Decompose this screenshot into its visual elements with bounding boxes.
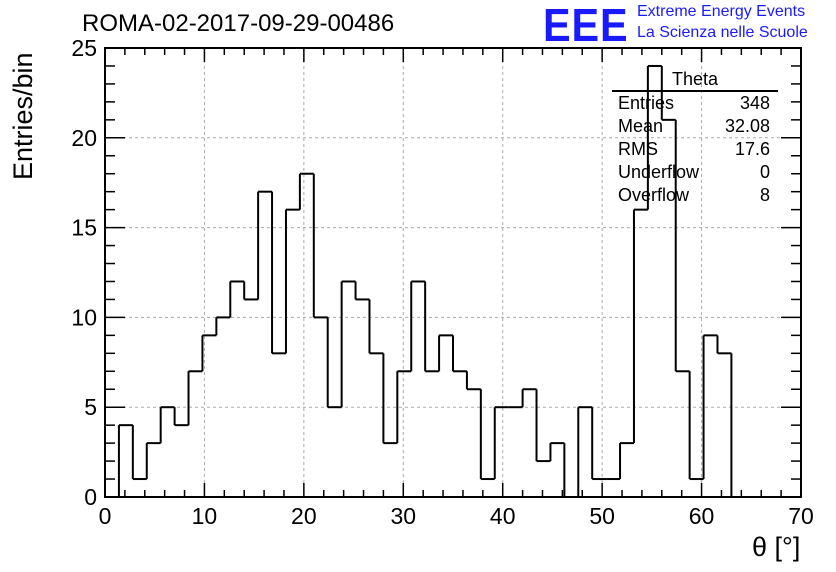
histogram-bin [535, 389, 551, 463]
histogram-bin [730, 353, 746, 498]
y-tick-label: 10 [71, 304, 97, 330]
plot-frame [104, 47, 802, 498]
histogram-bin [521, 388, 537, 408]
y-tick-label: 5 [84, 394, 97, 420]
histogram-bin [229, 280, 245, 318]
stats-row-rms: RMS 17.6 [612, 138, 778, 161]
histogram-bin [479, 389, 495, 481]
x-axis-label: θ [°] [752, 532, 801, 562]
histogram-bin [424, 281, 440, 373]
histogram-bin [632, 208, 648, 444]
stats-value: 0 [759, 162, 770, 182]
histogram-bin [660, 65, 676, 121]
x-tick-label: 30 [390, 503, 416, 529]
histogram-bin [396, 370, 412, 444]
histogram-bin [549, 442, 565, 462]
y-tick-label: 25 [71, 35, 97, 61]
stats-label: Overflow [618, 185, 690, 205]
histogram-bin [382, 353, 398, 445]
x-tick-label: 60 [689, 503, 715, 529]
histogram-bin [173, 407, 189, 427]
histogram-bin [368, 299, 384, 355]
stats-row-mean: Mean 32.08 [612, 115, 778, 138]
stats-label: Mean [618, 116, 664, 136]
histogram-bin [493, 406, 509, 480]
stats-value: 32.08 [724, 116, 770, 136]
histogram-bin [131, 425, 147, 481]
x-tick-label: 70 [788, 503, 814, 529]
y-tick-label: 0 [84, 484, 97, 510]
histogram-bin [284, 208, 300, 354]
histogram-bin [452, 335, 467, 373]
histogram-bin [340, 280, 356, 408]
stats-row-entries: Entries 348 [612, 92, 778, 115]
histogram-bin [326, 317, 342, 409]
stats-box-title: Theta [612, 68, 778, 92]
histogram-bin [243, 281, 259, 301]
stats-row-overflow: Overflow 8 [612, 184, 778, 207]
stats-row-underflow: Underflow 0 [612, 161, 778, 184]
histogram-bin [354, 281, 370, 301]
histogram-bin [117, 424, 133, 497]
histogram-bin [563, 443, 579, 498]
y-axis-label: Entries/bin [8, 52, 38, 180]
axis-ticks [104, 47, 802, 498]
stats-value: 348 [739, 93, 770, 113]
histogram-bin [702, 334, 718, 480]
logo-line-2: La Scienza nelle Scuole [637, 24, 808, 41]
stats-box: Theta Entries 348 Mean 32.08 RMS 17.6 Un… [612, 68, 778, 207]
tick-labels: 0 10 20 30 40 50 60 70 0 5 10 15 20 25 [71, 35, 813, 529]
histogram-bin [257, 190, 273, 300]
histogram-bin [591, 407, 607, 481]
histogram-bin [312, 173, 328, 319]
y-tick-label: 20 [71, 125, 97, 151]
stats-label: Underflow [618, 162, 700, 182]
histogram-bin [438, 334, 453, 372]
histogram-bin [187, 370, 203, 426]
stats-label: RMS [618, 139, 658, 159]
grid-lines [105, 48, 801, 497]
x-tick-label: 10 [192, 503, 218, 529]
histogram-bin [674, 119, 690, 373]
histogram-bin [410, 280, 426, 372]
x-tick-label: 50 [589, 503, 615, 529]
histogram-bin [201, 334, 217, 372]
run-title: ROMA-02-2017-09-29-00486 [82, 10, 395, 37]
histogram-bin [688, 371, 704, 481]
histogram-bin [298, 172, 314, 210]
x-tick-label: 20 [291, 503, 317, 529]
histogram-bin [716, 335, 732, 355]
histogram-bin [159, 406, 175, 444]
histogram-bin [646, 64, 662, 210]
histogram-bin [619, 442, 634, 480]
histogram-bin [145, 442, 161, 480]
histogram-bin [215, 316, 231, 336]
stats-label: Entries [618, 93, 675, 113]
histogram-bin [271, 191, 286, 355]
stats-value: 17.6 [734, 139, 770, 159]
y-tick-label: 15 [71, 215, 97, 241]
eee-logo: EEE [543, 0, 629, 51]
x-tick-label: 0 [99, 503, 112, 529]
histogram-bin [577, 406, 593, 497]
stats-value: 8 [759, 185, 770, 205]
histogram-bin [465, 371, 481, 391]
logo-line-1: Extreme Energy Events [637, 3, 806, 20]
x-tick-label: 40 [490, 503, 516, 529]
